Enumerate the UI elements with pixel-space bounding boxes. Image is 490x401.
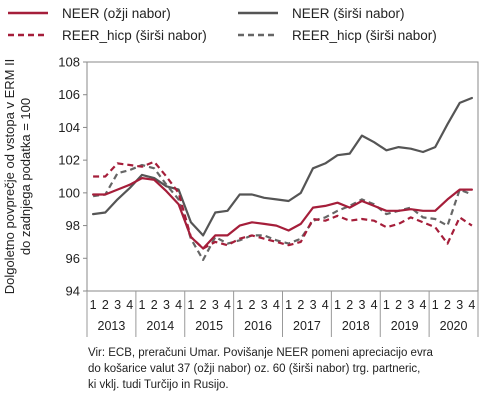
y-axis-title-line: Dolgoletno povprečje od vstopa v ERM II (2, 59, 17, 295)
legend: NEER (ožji nabor) NEER (širši nabor) REER_… (8, 6, 437, 43)
x-tick-label-year: 2016 (244, 319, 272, 333)
x-tick-label-quarter: 4 (322, 298, 329, 312)
y-tick-label: 106 (58, 87, 80, 102)
y-axis-label: Dolgoletno povprečje od vstopa v ERM II d… (2, 59, 33, 295)
series-line (91, 177, 473, 250)
x-tick-label-quarter: 1 (432, 298, 439, 312)
x-tick-label-quarter: 4 (371, 298, 378, 312)
x-tick-label-year: 2020 (440, 319, 468, 333)
x-tick-label-quarter: 2 (346, 298, 353, 312)
legend-label: REER_hicp (širši nabor) (62, 28, 207, 43)
x-tick-label-quarter: 3 (212, 298, 219, 312)
x-tick-label-quarter: 4 (175, 298, 182, 312)
x-tick-label-quarter: 3 (310, 298, 317, 312)
x-tick-label-year: 2015 (195, 319, 223, 333)
x-tick-label-quarter: 3 (407, 298, 414, 312)
source-line: do košarice valut 37 (ožji nabor) oz. 60… (88, 363, 421, 375)
y-tick-label: 94 (66, 284, 80, 299)
y-tick-label: 104 (58, 120, 80, 135)
y-axis-title-line: do zadnjega podatka = 100 (18, 98, 33, 255)
x-tick-label-quarter: 3 (456, 298, 463, 312)
legend-label: REER_hicp (širši nabor) (292, 28, 437, 43)
x-tick-label-quarter: 3 (114, 298, 121, 312)
x-tick-label-quarter: 2 (395, 298, 402, 312)
x-tick-label-quarter: 4 (224, 298, 231, 312)
x-tick-label-quarter: 3 (163, 298, 170, 312)
legend-label: NEER (širši nabor) (292, 6, 405, 21)
source-line: ki vklj. tudi Turčijo in Rusijo. (88, 379, 229, 391)
x-tick-label-quarter: 1 (139, 298, 146, 312)
x-tick-label-quarter: 4 (420, 298, 427, 312)
x-tick-label-quarter: 2 (297, 298, 304, 312)
x-tick-label-quarter: 1 (285, 298, 292, 312)
x-tick-label-quarter: 2 (444, 298, 451, 312)
y-tick-label: 98 (66, 218, 80, 233)
y-tick-label: 100 (58, 185, 80, 200)
x-tick-label-year: 2017 (293, 319, 321, 333)
x-tick-label-quarter: 4 (126, 298, 133, 312)
y-tick-label: 96 (66, 251, 80, 266)
y-tick-label: 102 (58, 153, 80, 168)
x-tick-label-quarter: 1 (383, 298, 390, 312)
y-tick-label: 108 (58, 55, 80, 70)
x-tick-label-quarter: 4 (273, 298, 280, 312)
x-tick-label-quarter: 2 (200, 298, 207, 312)
series-line (93, 160, 473, 250)
x-tick-label-quarter: 3 (261, 298, 268, 312)
series-line (92, 163, 473, 261)
series-lines (91, 96, 473, 261)
x-tick-label-quarter: 2 (248, 298, 255, 312)
x-tick-label-quarter: 2 (102, 298, 109, 312)
y-axis: 94 96 98 100 102 104 106 108 (58, 55, 87, 299)
x-tick-label-quarter: 1 (236, 298, 243, 312)
x-tick-label-year: 2018 (342, 319, 370, 333)
x-tick-label-quarter: 1 (187, 298, 194, 312)
series-line (91, 96, 473, 237)
x-tick-label-year: 2019 (391, 319, 419, 333)
source-note: Vir: ECB, preračuni Umar. Povišanje NEER… (88, 345, 488, 393)
x-tick-label-quarter: 3 (358, 298, 365, 312)
x-tick-label-quarter: 4 (468, 298, 475, 312)
x-tick-label-year: 2013 (98, 319, 126, 333)
x-tick-label-quarter: 2 (151, 298, 158, 312)
x-tick-label-quarter: 1 (334, 298, 341, 312)
x-tick-label-year: 2014 (146, 319, 174, 333)
x-tick-label-quarter: 1 (90, 298, 97, 312)
legend-label: NEER (ožji nabor) (62, 6, 171, 21)
source-line: Vir: ECB, preračuni Umar. Povišanje NEER… (88, 347, 433, 359)
